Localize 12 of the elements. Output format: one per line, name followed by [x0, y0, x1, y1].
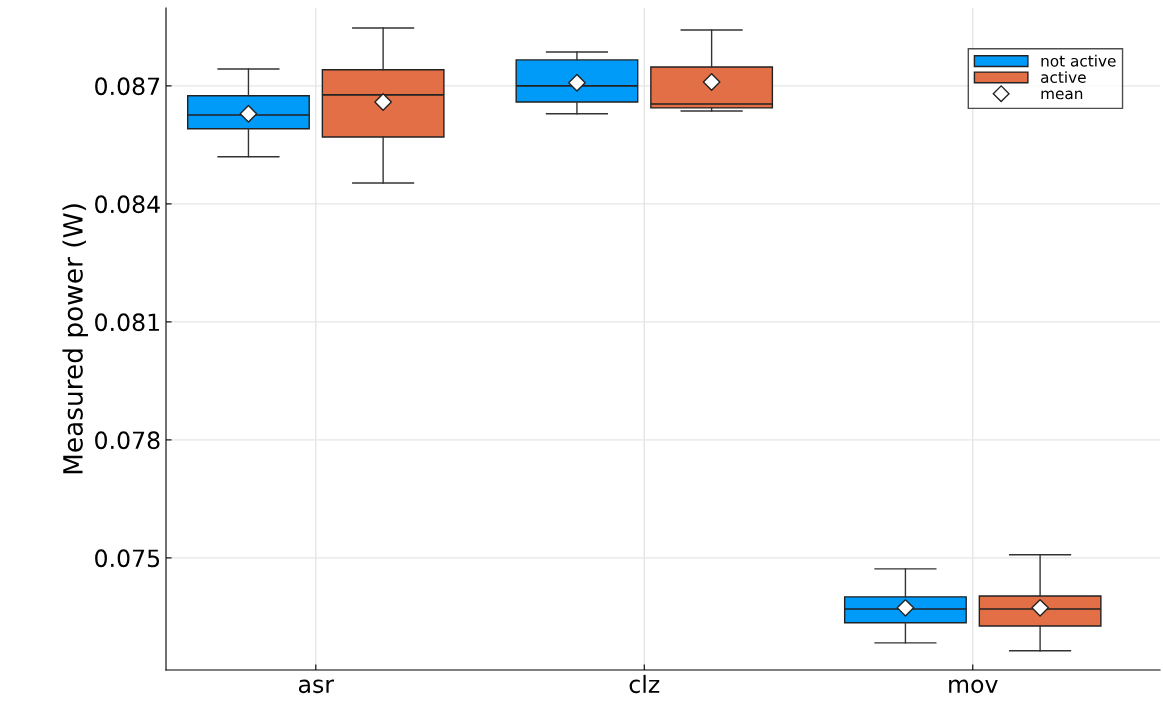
x-tick-label: asr — [298, 679, 335, 694]
legend-label: not active — [1041, 54, 1116, 67]
y-axis-title: Measured power (W) — [62, 204, 88, 474]
legend-label: active — [1041, 71, 1086, 83]
y-tick-label: 0.087 — [95, 77, 160, 96]
y-tick-label: 0.084 — [95, 195, 160, 214]
x-tick-label: clz — [629, 674, 660, 694]
y-tick-label: 0.075 — [95, 549, 160, 568]
x-tick-label: mov — [949, 679, 998, 694]
legend-label: mean — [1041, 90, 1083, 100]
y-tick-label: 0.078 — [95, 431, 160, 450]
y-tick-label: 0.081 — [95, 313, 159, 332]
